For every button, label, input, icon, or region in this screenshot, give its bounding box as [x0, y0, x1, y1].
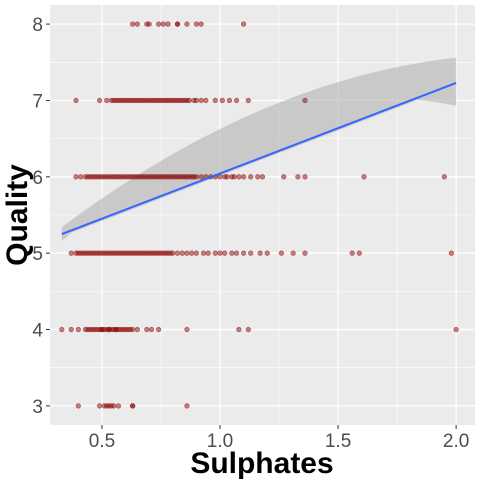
- data-point: [442, 174, 447, 179]
- data-point: [185, 22, 190, 27]
- y-tick-label: 7: [32, 91, 43, 112]
- data-point: [225, 174, 230, 179]
- data-point: [362, 174, 367, 179]
- data-point: [194, 98, 199, 103]
- data-point: [227, 98, 232, 103]
- data-point: [201, 251, 206, 256]
- data-point: [199, 98, 204, 103]
- data-point: [130, 404, 135, 409]
- data-point: [265, 251, 270, 256]
- data-point: [59, 327, 64, 332]
- y-tick-label: 6: [32, 168, 43, 189]
- data-point: [203, 98, 208, 103]
- data-point: [234, 251, 239, 256]
- data-point: [185, 251, 190, 256]
- data-point: [357, 251, 362, 256]
- data-point: [74, 98, 79, 103]
- y-tick-label: 5: [32, 244, 43, 265]
- data-point: [156, 22, 161, 27]
- data-point: [248, 174, 253, 179]
- data-point: [130, 22, 135, 27]
- data-point: [246, 327, 251, 332]
- data-point: [116, 404, 121, 409]
- data-point: [187, 98, 192, 103]
- data-point: [166, 22, 171, 27]
- data-point: [454, 327, 459, 332]
- data-point: [175, 251, 180, 256]
- data-point: [199, 174, 204, 179]
- data-point: [449, 251, 454, 256]
- data-point: [241, 251, 246, 256]
- data-point: [185, 327, 190, 332]
- data-point: [303, 251, 308, 256]
- y-tick-label: 4: [32, 321, 43, 342]
- data-point: [241, 174, 246, 179]
- data-point: [135, 22, 140, 27]
- x-axis-title: Sulphates: [190, 447, 333, 480]
- data-point: [232, 174, 237, 179]
- data-point: [258, 251, 263, 256]
- data-point: [76, 404, 81, 409]
- data-point: [213, 98, 218, 103]
- data-point: [135, 327, 140, 332]
- data-point: [156, 327, 161, 332]
- data-point: [78, 174, 83, 179]
- data-point: [241, 22, 246, 27]
- data-point: [76, 327, 81, 332]
- data-point: [350, 251, 355, 256]
- data-point: [104, 98, 109, 103]
- data-point: [194, 22, 199, 27]
- data-point: [194, 174, 199, 179]
- data-point: [185, 404, 190, 409]
- data-point: [296, 174, 301, 179]
- data-point: [291, 251, 296, 256]
- data-point: [161, 22, 166, 27]
- data-point: [189, 251, 194, 256]
- y-axis-ticks: 3 4 5 6 7 8: [32, 15, 50, 418]
- data-point: [111, 404, 116, 409]
- data-point: [236, 327, 241, 332]
- data-point: [69, 327, 74, 332]
- data-point: [281, 174, 286, 179]
- data-point: [279, 251, 284, 256]
- data-point: [218, 251, 223, 256]
- data-point: [130, 327, 135, 332]
- data-point: [213, 251, 218, 256]
- data-point: [175, 22, 180, 27]
- data-point: [260, 174, 265, 179]
- x-tick-label: 2.0: [443, 431, 469, 452]
- data-point: [199, 22, 204, 27]
- data-point: [180, 251, 185, 256]
- y-tick-label: 3: [32, 397, 43, 418]
- data-point: [144, 327, 149, 332]
- data-point: [194, 251, 199, 256]
- data-point: [170, 251, 175, 256]
- data-point: [303, 98, 308, 103]
- data-point: [303, 174, 308, 179]
- data-point: [248, 251, 253, 256]
- data-point: [220, 98, 225, 103]
- data-point: [74, 174, 79, 179]
- y-axis-title: Quality: [1, 164, 34, 266]
- data-point: [222, 251, 227, 256]
- data-point: [69, 251, 74, 256]
- data-point: [234, 98, 239, 103]
- data-point: [236, 174, 241, 179]
- data-point: [149, 327, 154, 332]
- data-point: [147, 22, 152, 27]
- y-tick-label: 8: [32, 15, 43, 36]
- data-point: [255, 174, 260, 179]
- data-point: [97, 98, 102, 103]
- data-point: [229, 251, 234, 256]
- data-point: [206, 251, 211, 256]
- x-tick-label: 0.5: [89, 431, 115, 452]
- data-point: [97, 404, 102, 409]
- data-point: [246, 98, 251, 103]
